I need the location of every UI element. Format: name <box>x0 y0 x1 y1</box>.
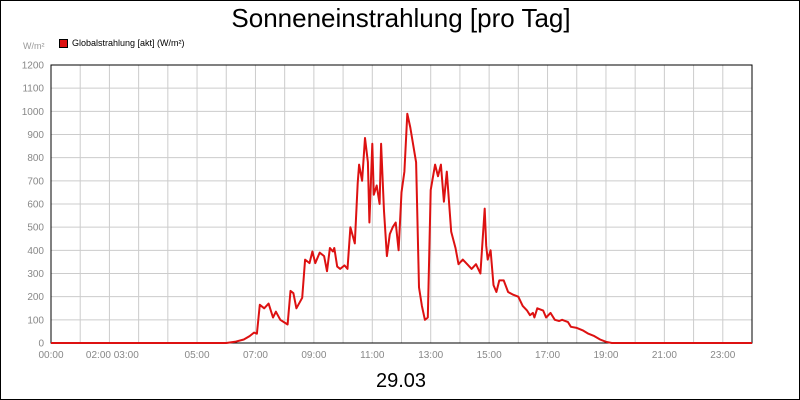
chart-title: Sonneneinstrahlung [pro Tag] <box>231 3 571 33</box>
y-tick-label: 800 <box>27 153 44 164</box>
plot-border <box>50 64 753 344</box>
legend: Globalstrahlung [akt] (W/m²) <box>59 38 185 48</box>
x-tick-label: 02:00 03:00 <box>86 350 139 361</box>
y-axis-unit-label: W/m² <box>23 41 45 51</box>
series-line-0 <box>51 112 752 344</box>
date-label: 29.03 <box>375 370 427 392</box>
y-tick-label: 500 <box>27 223 44 234</box>
x-tick-label: 05:00 <box>185 350 210 361</box>
x-tick-label: 21:00 <box>652 350 677 361</box>
x-tick-label: 23:00 <box>710 350 735 361</box>
x-tick-label: 09:00 <box>301 350 326 361</box>
y-tick-label: 900 <box>27 130 44 141</box>
x-tick-label: 11:00 <box>360 350 385 361</box>
y-tick-label: 400 <box>27 246 44 257</box>
y-tick-label: 1100 <box>22 84 44 95</box>
y-tick-label: 700 <box>27 176 44 187</box>
y-tick-label: 300 <box>27 269 44 280</box>
y-tick-label: 1000 <box>22 107 45 118</box>
y-tick-label: 200 <box>27 292 44 303</box>
y-tick-label: 100 <box>27 315 44 326</box>
y-tick-label: 1200 <box>22 61 45 72</box>
x-tick-label: 07:00 <box>243 350 268 361</box>
x-tick-label: 00:00 <box>38 350 63 361</box>
legend-label: Globalstrahlung [akt] (W/m²) <box>72 38 185 48</box>
y-tick-label: 600 <box>27 200 44 211</box>
x-tick-label: 15:00 <box>477 350 502 361</box>
legend-swatch <box>59 38 68 48</box>
x-tick-label: 13:00 <box>418 350 443 361</box>
y-tick-label: 0 <box>38 339 44 350</box>
x-tick-label: 19:00 <box>593 350 618 361</box>
x-tick-label: 17:00 <box>535 350 560 361</box>
